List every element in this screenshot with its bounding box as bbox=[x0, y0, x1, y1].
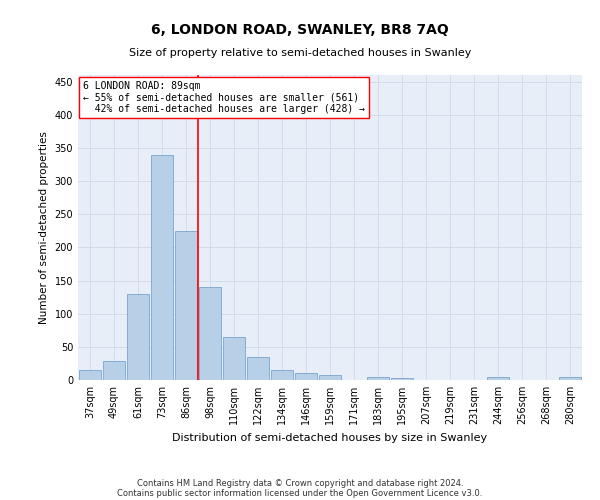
Text: Contains HM Land Registry data © Crown copyright and database right 2024.: Contains HM Land Registry data © Crown c… bbox=[137, 478, 463, 488]
X-axis label: Distribution of semi-detached houses by size in Swanley: Distribution of semi-detached houses by … bbox=[172, 432, 488, 442]
Bar bbox=[151, 154, 173, 380]
Bar bbox=[271, 370, 293, 380]
Text: Size of property relative to semi-detached houses in Swanley: Size of property relative to semi-detach… bbox=[129, 48, 471, 58]
Bar bbox=[175, 231, 197, 380]
Bar bbox=[487, 378, 509, 380]
Bar bbox=[319, 376, 341, 380]
Bar bbox=[103, 362, 125, 380]
Bar bbox=[247, 357, 269, 380]
Text: Contains public sector information licensed under the Open Government Licence v3: Contains public sector information licen… bbox=[118, 488, 482, 498]
Bar bbox=[559, 378, 581, 380]
Bar bbox=[199, 287, 221, 380]
Bar bbox=[127, 294, 149, 380]
Bar bbox=[391, 378, 413, 380]
Y-axis label: Number of semi-detached properties: Number of semi-detached properties bbox=[39, 131, 49, 324]
Text: 6, LONDON ROAD, SWANLEY, BR8 7AQ: 6, LONDON ROAD, SWANLEY, BR8 7AQ bbox=[151, 22, 449, 36]
Bar bbox=[367, 376, 389, 380]
Text: 6 LONDON ROAD: 89sqm
← 55% of semi-detached houses are smaller (561)
  42% of se: 6 LONDON ROAD: 89sqm ← 55% of semi-detac… bbox=[83, 81, 365, 114]
Bar bbox=[295, 374, 317, 380]
Bar bbox=[79, 370, 101, 380]
Bar bbox=[223, 337, 245, 380]
